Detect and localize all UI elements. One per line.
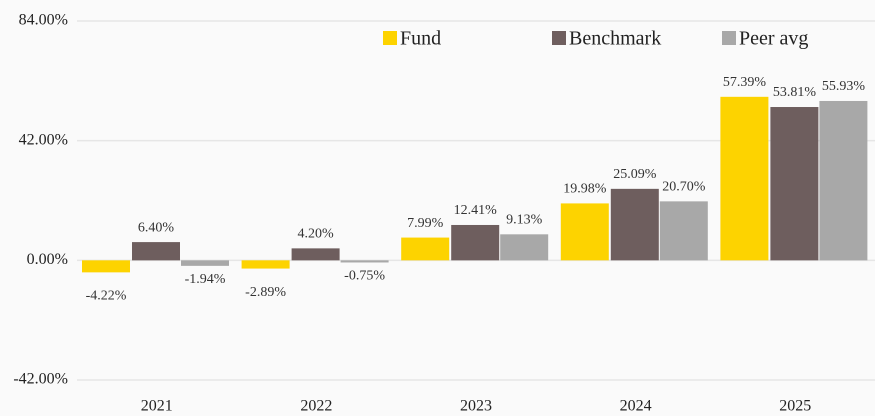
bar (291, 248, 340, 261)
bar (720, 96, 769, 261)
value-label: 53.81% (773, 85, 817, 100)
legend-swatch (383, 31, 397, 45)
bar (819, 100, 868, 261)
bar (241, 260, 290, 269)
legend-label: Peer avg (739, 28, 808, 50)
value-label: 4.20% (298, 227, 335, 242)
value-label: -4.22% (86, 289, 127, 304)
value-label: 7.99% (407, 216, 444, 231)
bar (82, 260, 130, 273)
legend-label: Benchmark (569, 28, 661, 50)
legend-swatch (552, 31, 566, 45)
x-tick-label: 2022 (300, 398, 332, 415)
x-tick-label: 2025 (779, 398, 811, 415)
legend-swatch (722, 31, 736, 45)
bar (770, 107, 819, 261)
value-label: -2.89% (245, 285, 286, 300)
y-tick-label: 84.00% (19, 12, 68, 29)
x-tick-label: 2024 (620, 398, 652, 415)
y-tick-label: 0.00% (27, 251, 68, 268)
legend-label: Fund (400, 28, 441, 50)
value-label: 55.93% (822, 79, 866, 94)
value-label: -1.94% (185, 272, 226, 287)
value-label: 20.70% (662, 180, 706, 195)
bar (610, 188, 659, 261)
value-label: 19.98% (563, 182, 607, 197)
bar (659, 201, 708, 261)
bar (500, 234, 549, 261)
value-label: 6.40% (138, 220, 175, 235)
bar (401, 237, 450, 261)
value-label: 25.09% (613, 167, 657, 182)
value-label: -0.75% (344, 269, 385, 284)
y-tick-label: -42.00% (13, 371, 68, 388)
x-tick-label: 2021 (141, 398, 173, 415)
value-label: 9.13% (506, 213, 543, 228)
value-label: 12.41% (454, 203, 498, 218)
bar (451, 224, 500, 261)
y-tick-label: 42.00% (19, 131, 68, 148)
bar (560, 203, 609, 261)
bar (132, 242, 180, 261)
bar (340, 260, 389, 263)
bar (181, 260, 229, 266)
value-label: 57.39% (723, 75, 767, 90)
x-tick-label: 2023 (460, 398, 492, 415)
